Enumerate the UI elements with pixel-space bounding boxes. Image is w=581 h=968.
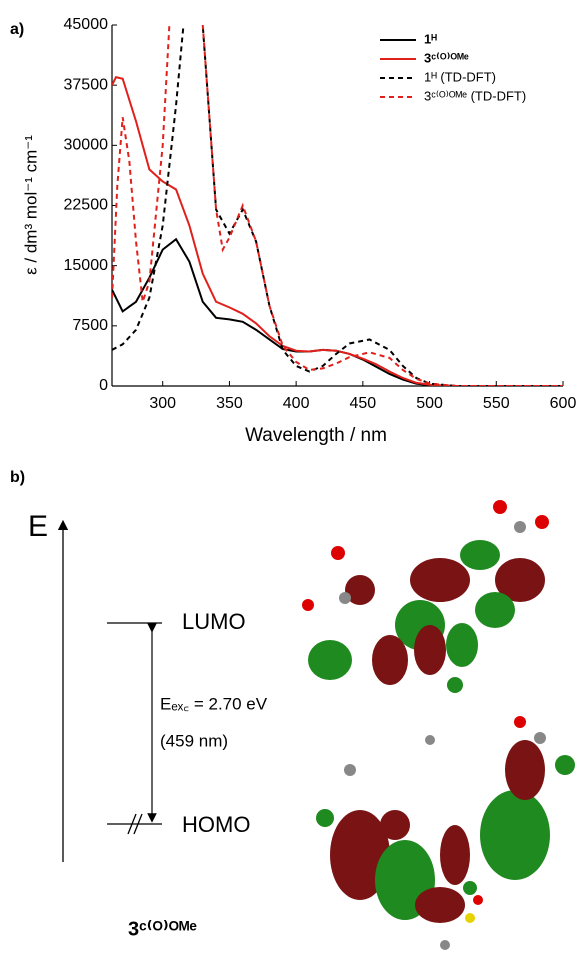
energy-label: E <box>28 510 48 543</box>
y-tick-label: 30000 <box>64 137 109 154</box>
y-tick-label: 45000 <box>64 16 109 33</box>
legend-label: 3ᶜ⁽ᴼ⁾ᴼᴹᵉ <box>424 50 469 65</box>
y-axis-label: ε / dm³ mol⁻¹ cm⁻¹ <box>21 135 40 275</box>
x-tick-label: 350 <box>216 395 243 412</box>
homo-label: HOMO <box>182 812 250 837</box>
homo-orbital-image <box>316 716 575 950</box>
x-tick-label: 300 <box>149 395 176 412</box>
x-tick-label: 450 <box>350 395 377 412</box>
panel-label: b) <box>10 469 25 486</box>
y-tick-label: 7500 <box>72 317 108 334</box>
x-axis-label: Wavelength / nm <box>245 425 387 446</box>
line-series <box>112 25 563 386</box>
lumo-label: LUMO <box>182 609 246 634</box>
y-tick-label: 0 <box>99 377 108 394</box>
x-tick-label: 550 <box>483 395 510 412</box>
plot: 0 7500 15000 22500 30000 37500 45000 300 350 400 4… <box>64 16 577 412</box>
x-tick-label: 600 <box>550 395 577 412</box>
x-tick-label: 500 <box>416 395 443 412</box>
panel-label: a) <box>10 21 24 38</box>
y-tick-label: 22500 <box>64 197 109 214</box>
electron-pair <box>127 813 143 835</box>
y-tick-label: 37500 <box>64 76 109 93</box>
line-series <box>112 25 563 386</box>
lumo-orbital-image <box>302 500 549 745</box>
compound-label: 3ᶜ⁽ᴼ⁾ᴼᴹᵉ <box>128 918 197 940</box>
legend-label: 1ᴴ (TD-DFT) <box>424 69 496 84</box>
series-group <box>112 25 563 386</box>
y-tick-label: 15000 <box>64 257 109 274</box>
x-tick-label: 400 <box>283 395 310 412</box>
transition-label: Eₑₓ꜀ = 2.70 eV <box>160 694 268 713</box>
legend-label: 1ᴴ <box>424 31 437 46</box>
line-series <box>112 75 563 386</box>
legend-label: 3ᶜ⁽ᴼ⁾ᴼᴹᵉ (TD-DFT) <box>424 88 526 103</box>
wavelength-label: (459 nm) <box>160 731 228 750</box>
